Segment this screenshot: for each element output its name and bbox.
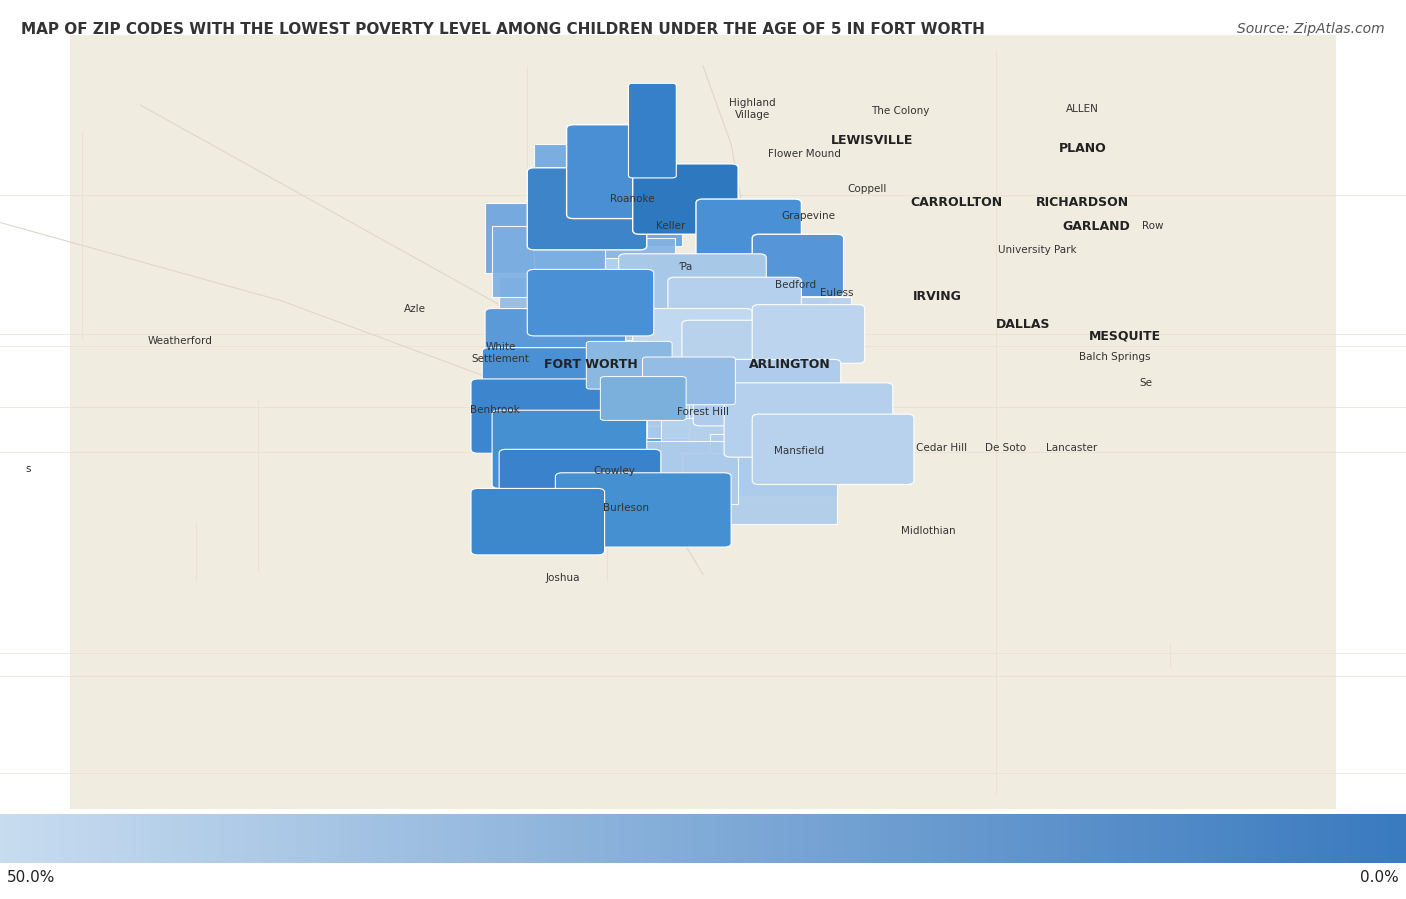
- Text: PLANO: PLANO: [1059, 142, 1107, 155]
- Bar: [598, 183, 682, 246]
- Text: ALLEN: ALLEN: [1066, 104, 1099, 114]
- Text: Lancaster: Lancaster: [1046, 442, 1097, 453]
- Bar: [492, 367, 605, 422]
- Text: Euless: Euless: [820, 288, 853, 298]
- Text: Row: Row: [1142, 221, 1164, 231]
- Text: Keller: Keller: [657, 221, 685, 231]
- Bar: [717, 270, 830, 332]
- Text: Grapevine: Grapevine: [782, 211, 835, 221]
- FancyBboxPatch shape: [527, 270, 654, 336]
- Bar: [534, 238, 675, 316]
- Bar: [710, 433, 837, 496]
- FancyBboxPatch shape: [482, 348, 616, 414]
- Text: Coppell: Coppell: [848, 184, 887, 194]
- Text: FORT WORTH: FORT WORTH: [544, 359, 637, 371]
- FancyBboxPatch shape: [724, 383, 893, 457]
- FancyBboxPatch shape: [693, 360, 841, 426]
- Text: Bedford: Bedford: [775, 280, 817, 290]
- FancyBboxPatch shape: [471, 488, 605, 555]
- Bar: [520, 383, 661, 453]
- FancyBboxPatch shape: [555, 473, 731, 547]
- Bar: [492, 227, 605, 297]
- FancyBboxPatch shape: [668, 277, 801, 343]
- Bar: [647, 313, 759, 367]
- Text: White
Settlement: White Settlement: [471, 343, 530, 364]
- Bar: [682, 453, 837, 523]
- Text: Midlothian: Midlothian: [901, 527, 955, 537]
- Bar: [630, 120, 665, 215]
- Bar: [661, 418, 801, 481]
- Text: Flower Mound: Flower Mound: [768, 148, 841, 159]
- FancyBboxPatch shape: [752, 235, 844, 297]
- Text: Burleson: Burleson: [603, 503, 648, 513]
- Text: Azle: Azle: [404, 304, 426, 314]
- FancyBboxPatch shape: [471, 379, 612, 453]
- FancyBboxPatch shape: [492, 410, 647, 488]
- FancyBboxPatch shape: [633, 164, 738, 235]
- Text: De Soto: De Soto: [984, 442, 1026, 453]
- Text: Benbrook: Benbrook: [470, 405, 520, 415]
- Text: GARLAND: GARLAND: [1063, 220, 1130, 233]
- FancyBboxPatch shape: [643, 357, 735, 405]
- FancyBboxPatch shape: [696, 199, 801, 265]
- FancyBboxPatch shape: [567, 125, 658, 218]
- Text: Joshua: Joshua: [546, 574, 579, 583]
- Bar: [485, 203, 598, 273]
- Text: Cedar Hill: Cedar Hill: [917, 442, 967, 453]
- FancyBboxPatch shape: [752, 305, 865, 363]
- FancyBboxPatch shape: [628, 84, 676, 178]
- FancyBboxPatch shape: [752, 414, 914, 485]
- Text: 50.0%: 50.0%: [7, 870, 55, 886]
- Bar: [654, 277, 780, 340]
- Text: Forest Hill: Forest Hill: [678, 406, 728, 417]
- Text: CARROLLTON: CARROLLTON: [910, 197, 1002, 209]
- Text: IRVING: IRVING: [914, 290, 962, 303]
- Bar: [562, 297, 675, 352]
- Text: 0.0%: 0.0%: [1360, 870, 1399, 886]
- Text: LEWISVILLE: LEWISVILLE: [831, 134, 912, 147]
- FancyBboxPatch shape: [499, 450, 661, 523]
- Bar: [612, 325, 710, 371]
- Text: Se: Se: [1139, 378, 1153, 387]
- Text: RICHARDSON: RICHARDSON: [1036, 197, 1129, 209]
- Text: ARLINGTON: ARLINGTON: [749, 359, 831, 371]
- Bar: [499, 410, 626, 473]
- Bar: [499, 277, 626, 340]
- Text: Source: ZipAtlas.com: Source: ZipAtlas.com: [1237, 22, 1385, 37]
- Bar: [534, 465, 675, 528]
- FancyBboxPatch shape: [485, 308, 626, 379]
- FancyBboxPatch shape: [633, 308, 752, 371]
- Text: Crowley: Crowley: [593, 467, 636, 476]
- Bar: [527, 340, 654, 403]
- Text: MAP OF ZIP CODES WITH THE LOWEST POVERTY LEVEL AMONG CHILDREN UNDER THE AGE OF 5: MAP OF ZIP CODES WITH THE LOWEST POVERTY…: [21, 22, 986, 38]
- Text: Highland
Village: Highland Village: [728, 98, 776, 120]
- Text: s: s: [25, 464, 31, 474]
- Text: Mansfield: Mansfield: [773, 446, 824, 456]
- Text: Roanoke: Roanoke: [610, 194, 655, 204]
- Bar: [605, 258, 745, 328]
- FancyBboxPatch shape: [682, 320, 808, 379]
- Text: MESQUITE: MESQUITE: [1088, 329, 1161, 343]
- FancyBboxPatch shape: [619, 254, 766, 328]
- Bar: [752, 297, 851, 352]
- FancyBboxPatch shape: [70, 35, 1336, 809]
- Bar: [520, 426, 689, 504]
- Text: Ƥa: Ƥa: [679, 263, 693, 272]
- Text: DALLAS: DALLAS: [997, 317, 1050, 331]
- Text: University Park: University Park: [998, 245, 1077, 255]
- FancyBboxPatch shape: [586, 342, 672, 389]
- Bar: [647, 383, 759, 438]
- Bar: [612, 441, 738, 504]
- Text: Weatherford: Weatherford: [148, 336, 212, 346]
- Text: Balch Springs: Balch Springs: [1080, 352, 1150, 362]
- Bar: [710, 320, 808, 375]
- Bar: [534, 145, 633, 223]
- Text: The Colony: The Colony: [870, 106, 929, 116]
- FancyBboxPatch shape: [600, 377, 686, 421]
- FancyBboxPatch shape: [527, 168, 647, 250]
- Bar: [689, 398, 801, 453]
